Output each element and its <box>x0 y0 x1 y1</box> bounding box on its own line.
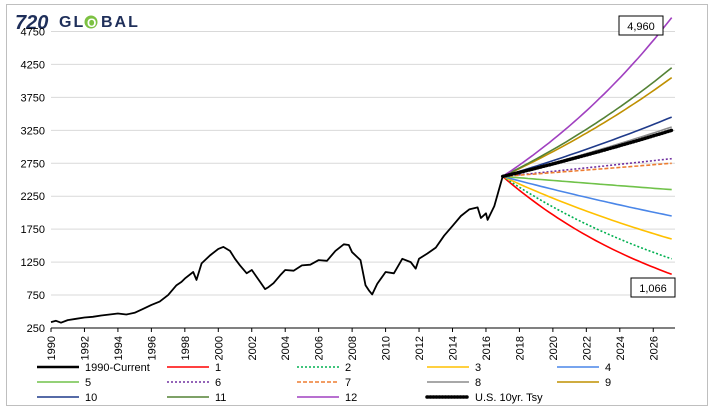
x-tick-label: 2024 <box>615 336 627 360</box>
legend: 1990-Current 1 2 3 45 6 7 8 910 11 12 U.S. 10yr. Ts… <box>37 362 611 404</box>
series-line-10 <box>502 116 672 178</box>
x-tick-label: 1996 <box>146 336 158 360</box>
brand-globe-icon <box>84 15 98 29</box>
series-line-historical <box>50 176 504 324</box>
callout-top-label: 4,960 <box>627 21 655 33</box>
y-tick-label: 1250 <box>21 257 45 269</box>
y-tick-label: 3250 <box>21 125 45 137</box>
y-tick-label: 4250 <box>21 59 45 71</box>
x-tick-label: 1992 <box>79 336 91 360</box>
x-tick-label: 1998 <box>180 336 192 360</box>
legend-label: 6 <box>215 377 221 389</box>
callout-bottom-box <box>630 277 676 298</box>
legend-label: 2 <box>345 362 351 374</box>
x-tick-label: 2010 <box>381 336 393 360</box>
y-tick-label: 2250 <box>21 191 45 203</box>
series-line-6 <box>502 157 672 178</box>
y-tick-label: 2750 <box>21 158 45 170</box>
y-tick-label: 4750 <box>21 26 45 38</box>
brand-logo: 720 GL O BAL <box>15 12 140 34</box>
series-line-5 <box>502 175 672 191</box>
x-tick-label: 2004 <box>280 336 292 360</box>
legend-label: 10 <box>85 392 97 404</box>
callout-bottom-label: 1,066 <box>639 283 667 295</box>
series-line-11 <box>502 67 673 178</box>
callout-bottom: 1,066 <box>630 277 676 298</box>
y-axis: 250 750 1250 1750 2250 2750 3250 3750 4250 4750 <box>21 26 45 335</box>
series-line-12 <box>502 17 673 178</box>
x-tick-label: 2006 <box>314 336 326 360</box>
series-line-3 <box>502 175 672 240</box>
legend-label: 3 <box>475 362 481 374</box>
x-tick-label: 2018 <box>514 336 526 360</box>
legend-label: 4 <box>605 362 611 374</box>
series-group <box>50 17 674 324</box>
y-tick-label: 3750 <box>21 92 45 104</box>
x-tick-label: 2008 <box>347 336 359 360</box>
brand-prefix: 720 <box>15 12 48 34</box>
y-tick-label: 250 <box>27 323 45 335</box>
series-line-7 <box>502 162 672 178</box>
x-tick-label: 2022 <box>581 336 593 360</box>
y-tick-label: 750 <box>27 290 45 302</box>
x-tick-label: 2016 <box>481 336 493 360</box>
series-line-13 <box>500 128 674 179</box>
x-tick-label: 1990 <box>46 336 58 360</box>
x-tick-label: 1994 <box>113 336 125 360</box>
y-tick-label: 1750 <box>21 224 45 236</box>
series-line-4 <box>502 175 672 217</box>
chart-frame: 720 GL O BAL 250 750 1250 1750 2250 2750 3250 3… <box>6 4 708 406</box>
x-tick-label: 2026 <box>648 336 660 360</box>
legend-label: 1990-Current <box>85 362 150 374</box>
legend-label: 8 <box>475 377 481 389</box>
x-tick-label: 2014 <box>448 336 460 360</box>
brand-letters-a: GL <box>59 14 85 31</box>
series-line-9 <box>502 76 673 178</box>
x-axis: 1990 1992 1994 1996 1998 2000 2002 2004 2006 2008… <box>46 327 675 360</box>
line-chart: 720 GL O BAL 250 750 1250 1750 2250 2750 3250 3… <box>15 12 676 404</box>
legend-label: 1 <box>215 362 221 374</box>
callout-top-box <box>618 15 664 36</box>
brand-letters-b: BAL <box>101 14 140 31</box>
x-tick-label: 2020 <box>548 336 560 360</box>
legend-label: 9 <box>605 377 611 389</box>
legend-label: 11 <box>215 392 226 404</box>
x-tick-label: 2002 <box>247 336 259 360</box>
x-tick-label: 2012 <box>414 336 426 360</box>
legend-label: 5 <box>85 377 91 389</box>
brand-o-letter: O <box>87 16 96 30</box>
gridlines <box>51 30 675 329</box>
series-line-2 <box>502 175 672 260</box>
legend-label: 7 <box>345 377 351 389</box>
series-line-1 <box>502 175 672 275</box>
x-tick-label: 2000 <box>213 336 225 360</box>
callout-top: 4,960 <box>618 15 664 36</box>
legend-label: 12 <box>345 392 357 404</box>
legend-label: U.S. 10yr. Tsy <box>475 392 543 404</box>
